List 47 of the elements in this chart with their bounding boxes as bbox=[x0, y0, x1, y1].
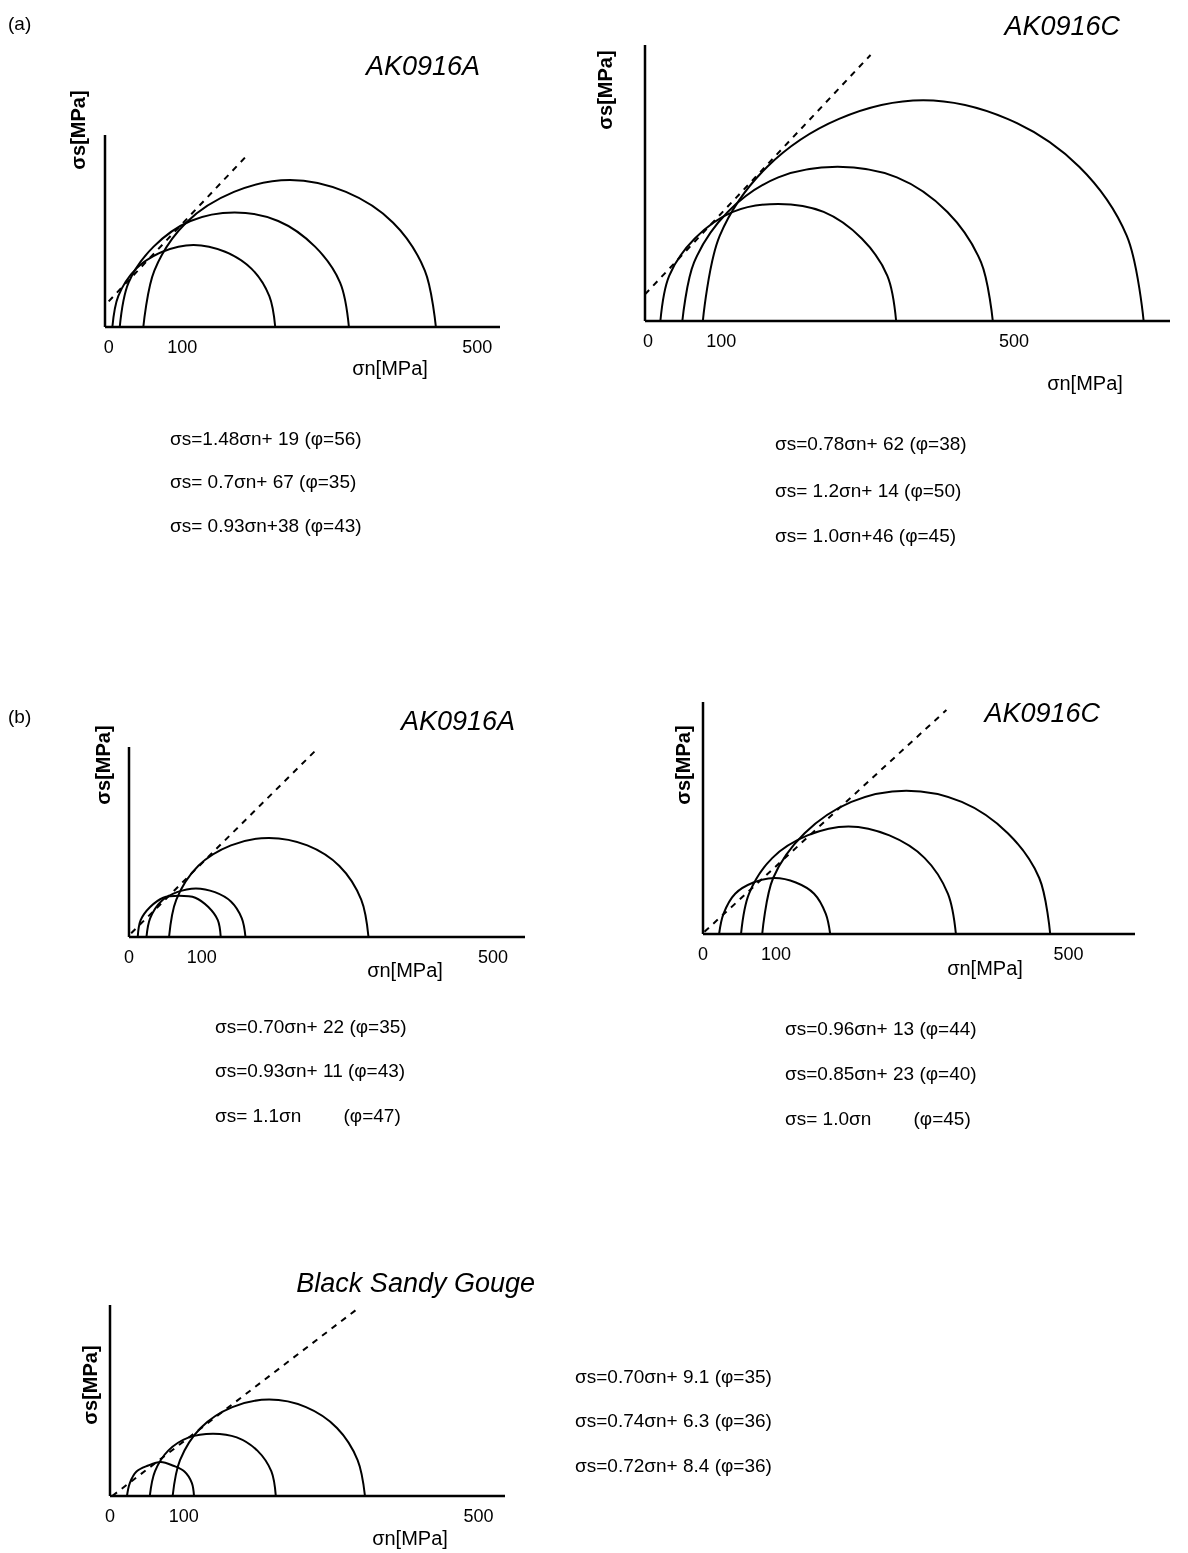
y-axis-title: σs[MPa] bbox=[594, 50, 616, 130]
chart-title: AK0916C bbox=[982, 698, 1101, 728]
text: σs=0.93σn+ 11 (φ=43) bbox=[215, 1060, 406, 1081]
text: σs= 1.0σn+46 (φ=45) bbox=[775, 525, 957, 546]
text: σs= 0.93σn+38 (φ=43) bbox=[170, 515, 362, 536]
x-axis-title: σn[MPa] bbox=[1047, 372, 1123, 394]
text: (a) bbox=[8, 13, 32, 34]
x-tick-label: 500 bbox=[462, 337, 493, 357]
text: σs= 0.7σn+ 67 (φ=35) bbox=[170, 471, 357, 492]
y-axis-title: σs[MPa] bbox=[79, 1345, 101, 1425]
x-tick-label: 100 bbox=[706, 331, 737, 351]
x-axis-title: σn[MPa] bbox=[372, 1527, 448, 1549]
x-tick-label: 100 bbox=[186, 947, 217, 967]
y-axis-title: σs[MPa] bbox=[672, 725, 694, 805]
text: σs=0.72σn+ 8.4 (φ=36) bbox=[575, 1455, 772, 1476]
chart-title: Black Sandy Gouge bbox=[296, 1268, 535, 1298]
chart-title: AK0916A bbox=[398, 706, 515, 736]
x-tick-label: 0 bbox=[642, 331, 653, 351]
x-tick-label: 0 bbox=[103, 337, 114, 357]
x-tick-label: 0 bbox=[123, 947, 135, 967]
x-tick-label: 500 bbox=[477, 947, 508, 967]
text: σs=0.85σn+ 23 (φ=40) bbox=[785, 1063, 977, 1084]
chart-title: AK0916A bbox=[363, 51, 480, 81]
x-axis-title: σn[MPa] bbox=[352, 357, 428, 379]
chart-title: AK0916C bbox=[1002, 11, 1121, 41]
x-tick-label: 100 bbox=[761, 944, 792, 964]
text: σs= 1.1σn (φ=47) bbox=[215, 1105, 401, 1126]
text: (b) bbox=[8, 706, 32, 727]
x-axis-title: σn[MPa] bbox=[947, 957, 1023, 979]
text: σs=0.96σn+ 13 (φ=44) bbox=[785, 1018, 977, 1039]
y-axis-title: σs[MPa] bbox=[92, 725, 114, 805]
y-axis-title: σs[MPa] bbox=[67, 90, 89, 170]
text: σs=0.70σn+ 22 (φ=35) bbox=[215, 1016, 407, 1037]
text: σs=0.70σn+ 9.1 (φ=35) bbox=[575, 1366, 772, 1387]
text: σs=0.74σn+ 6.3 (φ=36) bbox=[575, 1410, 772, 1431]
x-tick-label: 100 bbox=[167, 337, 198, 357]
text: σs= 1.0σn (φ=45) bbox=[785, 1108, 971, 1129]
x-tick-label: 500 bbox=[1053, 944, 1084, 964]
x-tick-label: 0 bbox=[104, 1506, 116, 1526]
text: σs=1.48σn+ 19 (φ=56) bbox=[170, 428, 362, 449]
text: σs=0.78σn+ 62 (φ=38) bbox=[775, 433, 967, 454]
x-tick-label: 0 bbox=[697, 944, 709, 964]
x-axis-title: σn[MPa] bbox=[367, 959, 443, 981]
x-tick-label: 100 bbox=[168, 1506, 199, 1526]
text: σs= 1.2σn+ 14 (φ=50) bbox=[775, 480, 962, 501]
x-tick-label: 500 bbox=[463, 1506, 494, 1526]
x-tick-label: 500 bbox=[999, 331, 1030, 351]
